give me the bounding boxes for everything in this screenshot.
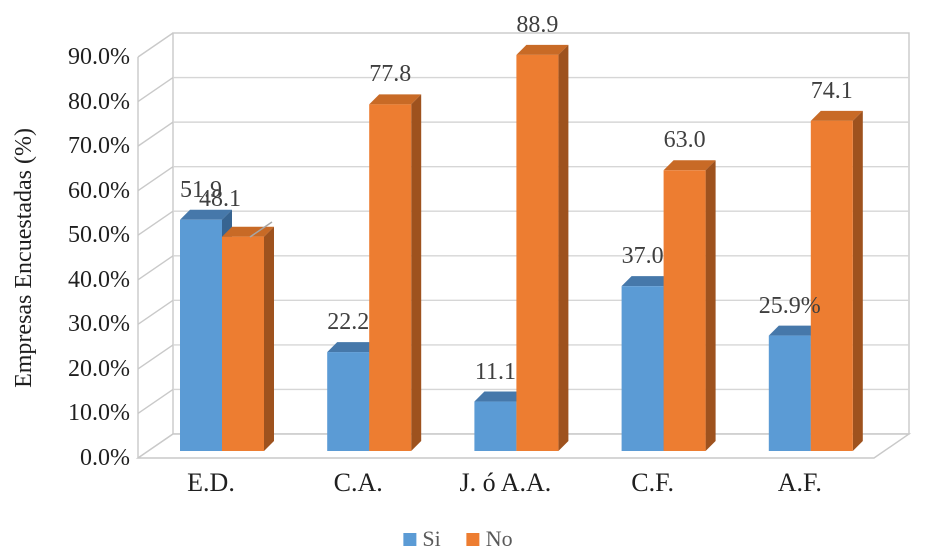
bar-top-si-2 [474, 391, 527, 402]
bar-no-3 [663, 170, 706, 451]
side-wall-diagonal [137, 166, 174, 192]
y-tick-label: 90.0% [68, 44, 130, 70]
bar-no-1 [369, 104, 412, 452]
y-axis-title: Empresas Encuestadas (%) [11, 127, 37, 388]
bar-top-si-0 [180, 209, 232, 220]
bar-top-no-2 [516, 44, 569, 55]
side-wall-diagonal [137, 299, 174, 325]
bar-no-2 [516, 54, 559, 451]
bar-si-2 [474, 401, 517, 451]
legend-entry-no: No [466, 526, 513, 551]
bar-no-0 [222, 236, 264, 451]
data-label-si-2: 11.1 [474, 358, 516, 385]
legend-label: Si [422, 526, 441, 551]
data-label-no-2: 88.9 [516, 11, 559, 38]
bar-si-1 [327, 352, 370, 451]
y-tick-label: 10.0% [68, 400, 130, 427]
data-label-leader-line [249, 221, 273, 238]
side-wall-diagonal [137, 255, 174, 281]
y-tick-label: 0.0% [80, 445, 130, 471]
y-tick-label: 70.0% [68, 133, 130, 160]
data-label-si-0: 51.9 [180, 176, 222, 203]
side-wall-diagonal [137, 344, 174, 370]
side-wall-diagonal [137, 121, 174, 147]
data-label-no-1: 77.8 [369, 61, 412, 88]
side-wall-diagonal [137, 76, 174, 103]
y-tick-label: 60.0% [68, 177, 130, 204]
bar-top-si-4 [768, 325, 821, 336]
bar-no-4 [810, 120, 853, 452]
x-category-label-3: C.F. [631, 468, 674, 497]
y-axis-title-box: Empresas Encuestadas (%) [2, 0, 46, 515]
y-tick-label: 40.0% [68, 266, 130, 293]
bar-top-no-4 [810, 110, 863, 121]
side-wall-diagonal [137, 388, 174, 415]
bar-side-no-2 [558, 44, 569, 451]
data-label-si-1: 22.2 [327, 309, 370, 336]
data-label-no-3: 63.0 [663, 127, 706, 154]
data-label-no-0: 48.1 [199, 185, 241, 212]
side-wall-diagonal [137, 210, 174, 236]
x-category-label-0: E.D. [187, 468, 235, 497]
legend-swatch-icon [466, 532, 480, 546]
data-label-no-4: 74.1 [810, 77, 853, 104]
bar-top-si-1 [327, 342, 380, 353]
bar-top-si-3 [621, 276, 674, 287]
legend-entry-si: Si [403, 526, 441, 551]
bar-si-3 [621, 286, 664, 451]
data-label-si-4: 25.9% [758, 292, 821, 319]
bar-side-no-0 [264, 226, 274, 451]
bar-si-0 [180, 219, 222, 451]
legend-swatch-icon [403, 532, 417, 546]
x-category-label-1: C.A. [333, 468, 383, 497]
bar-top-no-1 [369, 94, 422, 105]
bar-top-no-3 [663, 160, 716, 171]
y-tick-label: 20.0% [68, 355, 130, 382]
x-category-label-2: J. ó A.A. [459, 468, 552, 497]
legend: Si No [403, 526, 513, 551]
bar-side-no-1 [411, 94, 422, 452]
data-label-si-3: 37.0 [621, 243, 664, 270]
y-tick-label: 30.0% [68, 311, 130, 338]
bar-side-no-4 [852, 110, 863, 452]
bar-si-4 [768, 335, 811, 451]
bar-side-no-3 [705, 160, 716, 451]
legend-label: No [485, 526, 513, 551]
x-category-label-4: A.F. [777, 468, 822, 497]
y-tick-label: 80.0% [68, 88, 130, 115]
side-wall-diagonal [137, 32, 174, 58]
y-tick-label: 50.0% [68, 222, 130, 249]
